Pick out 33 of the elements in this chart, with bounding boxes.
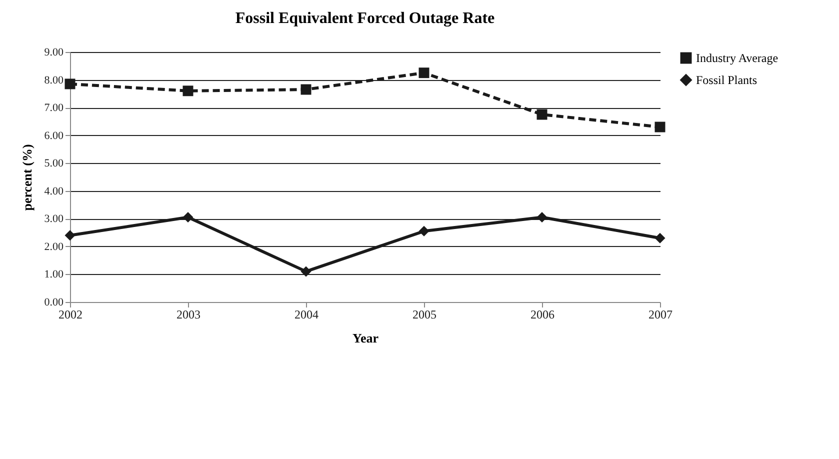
point bbox=[536, 212, 548, 223]
y-tick-label: 8.00 bbox=[44, 74, 64, 86]
point bbox=[182, 212, 194, 223]
point bbox=[654, 122, 666, 132]
y-axis-title: percent (%) bbox=[19, 144, 34, 211]
y-tick-label: 5.00 bbox=[44, 158, 64, 170]
x-tick-label: 2003 bbox=[176, 308, 200, 322]
x-tick-label: 2006 bbox=[530, 308, 554, 322]
point bbox=[64, 78, 76, 90]
point bbox=[418, 226, 430, 236]
legend-label: Fossil Plants bbox=[696, 73, 758, 87]
y-tick-label: 0.00 bbox=[44, 296, 64, 308]
y-tick-label: 2.00 bbox=[44, 240, 64, 253]
x-tick-label: 2002 bbox=[58, 308, 82, 322]
point bbox=[654, 232, 666, 244]
point bbox=[64, 230, 76, 241]
point bbox=[536, 109, 548, 120]
y-tick-label: 4.00 bbox=[44, 185, 64, 198]
x-tick-label: 2005 bbox=[412, 308, 436, 322]
y-tick-label: 3.00 bbox=[44, 213, 64, 226]
x-tick-label: 2007 bbox=[648, 308, 672, 322]
legend-label: Industry Average bbox=[696, 51, 778, 65]
point bbox=[182, 86, 194, 96]
point bbox=[300, 84, 312, 95]
y-tick-label: 6.00 bbox=[44, 130, 64, 142]
point bbox=[300, 266, 312, 277]
x-axis-title: Year bbox=[352, 330, 379, 346]
y-tick-label: 1.00 bbox=[44, 268, 64, 281]
y-tick-label: 9.00 bbox=[44, 46, 64, 58]
y-tick-label: 7.00 bbox=[44, 102, 64, 114]
x-tick-label: 2004 bbox=[294, 308, 318, 322]
point bbox=[418, 68, 430, 78]
chart-title: Fossil Equivalent Forced Outage Rate bbox=[235, 10, 495, 27]
